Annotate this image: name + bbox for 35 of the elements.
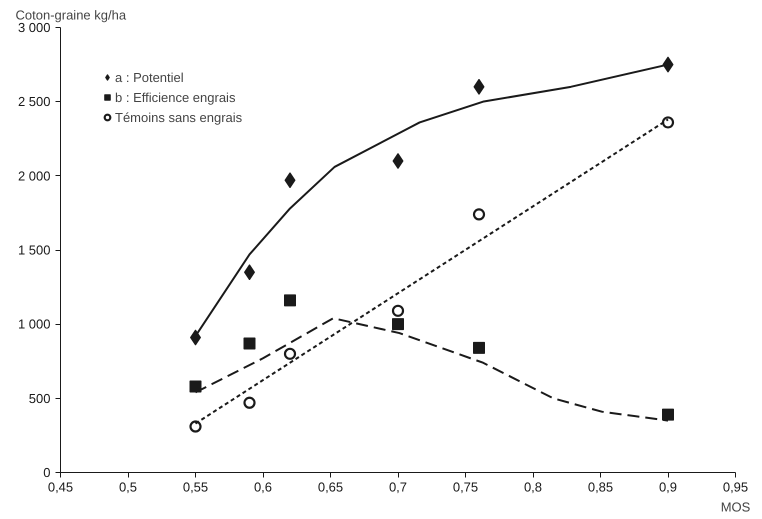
point <box>244 337 256 350</box>
x-tick-label: 0,95 <box>722 480 748 494</box>
y-tick-label: 3 000 <box>18 20 51 35</box>
x-tick-label: 0,5 <box>118 480 138 494</box>
x-tick-label: 0,8 <box>524 480 542 494</box>
point <box>662 116 674 129</box>
point <box>243 396 256 409</box>
point <box>190 380 202 392</box>
y-tick-label: 2 000 <box>18 168 51 184</box>
point <box>284 348 296 360</box>
point <box>189 420 202 433</box>
point <box>392 318 404 330</box>
legend-label: a : Potentiel <box>115 70 184 84</box>
y-tick-label: 2 500 <box>18 94 51 110</box>
legend-label: Témoins sans engrais <box>115 110 242 124</box>
point <box>392 304 404 317</box>
x-tick-label: 0,9 <box>658 480 678 494</box>
y-axis-title: Coton-graine kg/ha <box>16 8 127 22</box>
point <box>472 208 486 220</box>
legend-label: b : Efficience engrais <box>115 90 236 104</box>
x-axis-title: MOS <box>720 500 751 514</box>
x-tick-label: 0,7 <box>388 480 408 494</box>
point <box>473 342 485 354</box>
y-tick-label: 500 <box>28 390 51 406</box>
point <box>662 408 674 421</box>
y-tick-label: 0 <box>43 465 51 480</box>
x-tick-label: 0,45 <box>48 480 74 494</box>
x-tick-label: 0,6 <box>254 480 272 494</box>
y-tick-label: 1 000 <box>18 316 51 332</box>
x-tick-label: 0,55 <box>182 480 208 494</box>
x-tick-label: 0,85 <box>588 480 614 494</box>
x-tick-label: 0,75 <box>452 480 478 494</box>
y-tick-label: 1 500 <box>18 242 51 258</box>
point <box>284 294 296 306</box>
x-tick-label: 0,65 <box>318 480 344 494</box>
